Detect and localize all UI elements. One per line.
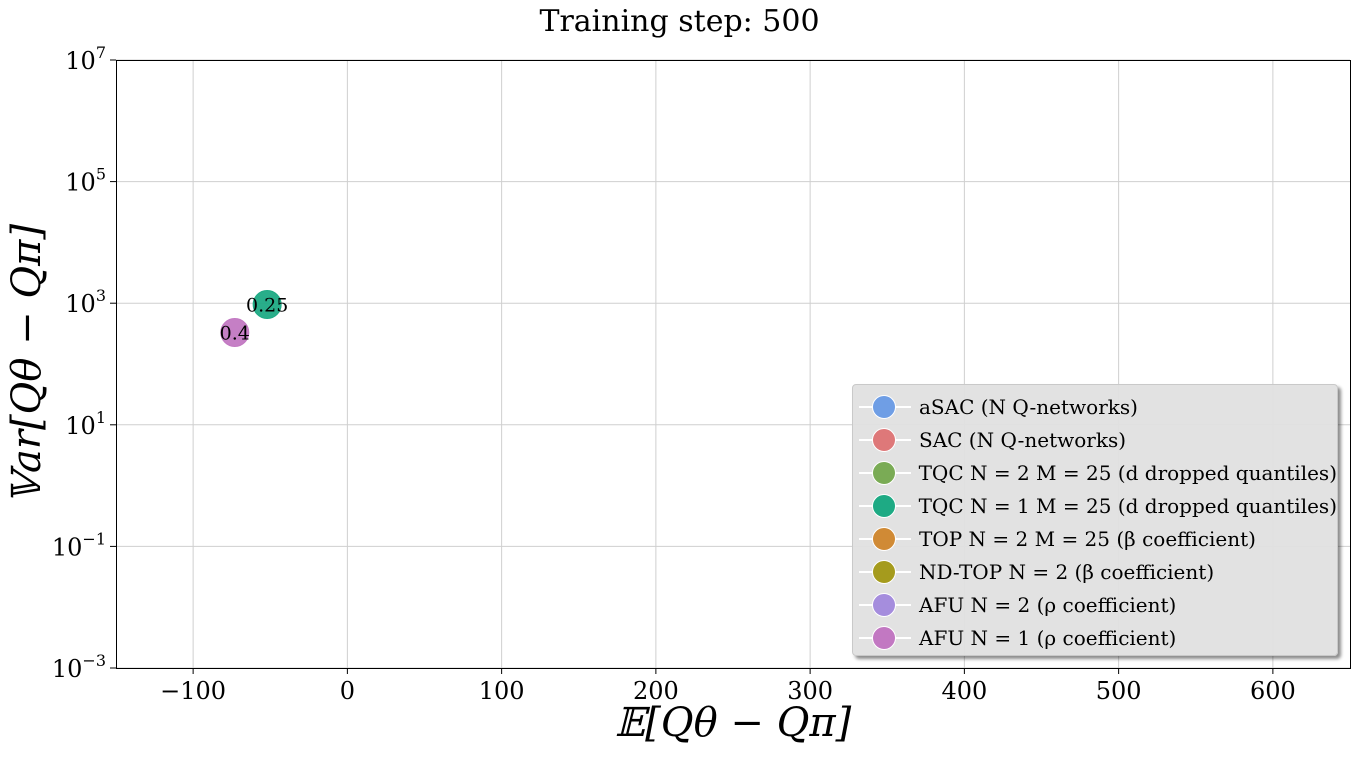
y-tick-base: 10	[65, 290, 96, 318]
point-label: 0.4	[220, 322, 250, 344]
y-tick-exponent: 3	[96, 286, 106, 305]
legend-label: ND-TOP N = 2 (β coefficient)	[919, 559, 1215, 584]
y-tick-base: 10	[65, 412, 96, 440]
chart-title: Training step: 500	[539, 4, 820, 39]
legend-marker	[857, 456, 913, 489]
y-tick-base: 10	[65, 47, 96, 75]
legend-marker-dot	[872, 560, 896, 584]
legend-marker	[857, 555, 913, 588]
legend-label: TQC N = 2 M = 25 (d dropped quantiles)	[918, 460, 1337, 485]
x-tick-label: 0	[340, 677, 355, 705]
scatter-point	[252, 290, 282, 320]
legend-marker-dot	[872, 527, 896, 551]
y-tick-exponent: 1	[96, 408, 106, 427]
y-tick-exponent: 5	[96, 165, 106, 184]
y-tick-exponent: −1	[82, 529, 106, 548]
legend-marker-dot	[872, 395, 896, 419]
legend-marker-dot	[872, 461, 896, 485]
legend-item: AFU N = 1 (ρ coefficient)	[853, 621, 1337, 654]
point-label: 0.25	[246, 295, 288, 317]
y-tick-label: 107	[65, 43, 106, 75]
legend-marker-dot	[872, 626, 896, 650]
y-tick-exponent: 7	[96, 43, 106, 62]
plot-frame	[116, 60, 1351, 669]
data-points: 0.25 0.4	[220, 290, 288, 347]
legend-marker	[857, 489, 913, 522]
x-tick-label: 600	[1250, 677, 1296, 705]
x-tick-label: 500	[1096, 677, 1142, 705]
y-tick-base: 10	[65, 169, 96, 197]
legend-marker-dot	[872, 428, 896, 452]
legend-label: TQC N = 1 M = 25 (d dropped quantiles)	[918, 493, 1337, 518]
x-axis-label: 𝔼[Qθ − Qπ]	[614, 700, 852, 746]
y-axis-label: 𝕍ar[Qθ − Qπ]	[4, 223, 50, 505]
legend-item: AFU N = 2 (ρ coefficient)	[853, 588, 1337, 621]
legend-label: AFU N = 2 (ρ coefficient)	[919, 592, 1177, 617]
y-tick-label: 101	[65, 408, 106, 440]
x-tick-label: 400	[941, 677, 987, 705]
y-tick-label: 10−3	[52, 651, 106, 683]
legend-label: SAC (N Q-networks)	[919, 427, 1127, 452]
legend: aSAC (N Q-networks) SAC (N Q-networks) TQC…	[852, 384, 1338, 656]
legend-marker	[857, 390, 913, 423]
y-tick-label: 10−1	[52, 529, 106, 561]
y-tick-label: 105	[65, 165, 106, 197]
legend-marker	[857, 522, 913, 555]
x-tick-label: 100	[479, 677, 525, 705]
legend-marker-dot	[872, 593, 896, 617]
legend-label: aSAC (N Q-networks)	[919, 394, 1138, 419]
y-tick-base: 10	[52, 533, 83, 561]
legend-item: ND-TOP N = 2 (β coefficient)	[853, 555, 1337, 588]
legend-item: TQC N = 2 M = 25 (d dropped quantiles)	[853, 456, 1337, 489]
y-tick-label: 103	[65, 286, 106, 318]
legend-marker	[857, 423, 913, 456]
legend-marker	[857, 621, 913, 654]
legend-item: SAC (N Q-networks)	[853, 423, 1337, 456]
x-tick-label: 300	[787, 677, 833, 705]
y-tick-exponent: −3	[82, 651, 106, 670]
legend-label: AFU N = 1 (ρ coefficient)	[919, 625, 1177, 650]
legend-marker	[857, 588, 913, 621]
y-tick-base: 10	[52, 655, 83, 683]
legend-item: TOP N = 2 M = 25 (β coefficient)	[853, 522, 1337, 555]
scatter-point	[220, 317, 250, 347]
legend-marker-dot	[872, 494, 896, 518]
legend-item: aSAC (N Q-networks)	[853, 390, 1337, 423]
axis-ticks: −100 0 100 200 300 400 500 60010−310−1101103105…	[52, 43, 1296, 705]
x-tick-label: −100	[160, 677, 226, 705]
legend-label: TOP N = 2 M = 25 (β coefficient)	[919, 526, 1256, 551]
legend-item: TQC N = 1 M = 25 (d dropped quantiles)	[853, 489, 1337, 522]
x-tick-label: 200	[633, 677, 679, 705]
